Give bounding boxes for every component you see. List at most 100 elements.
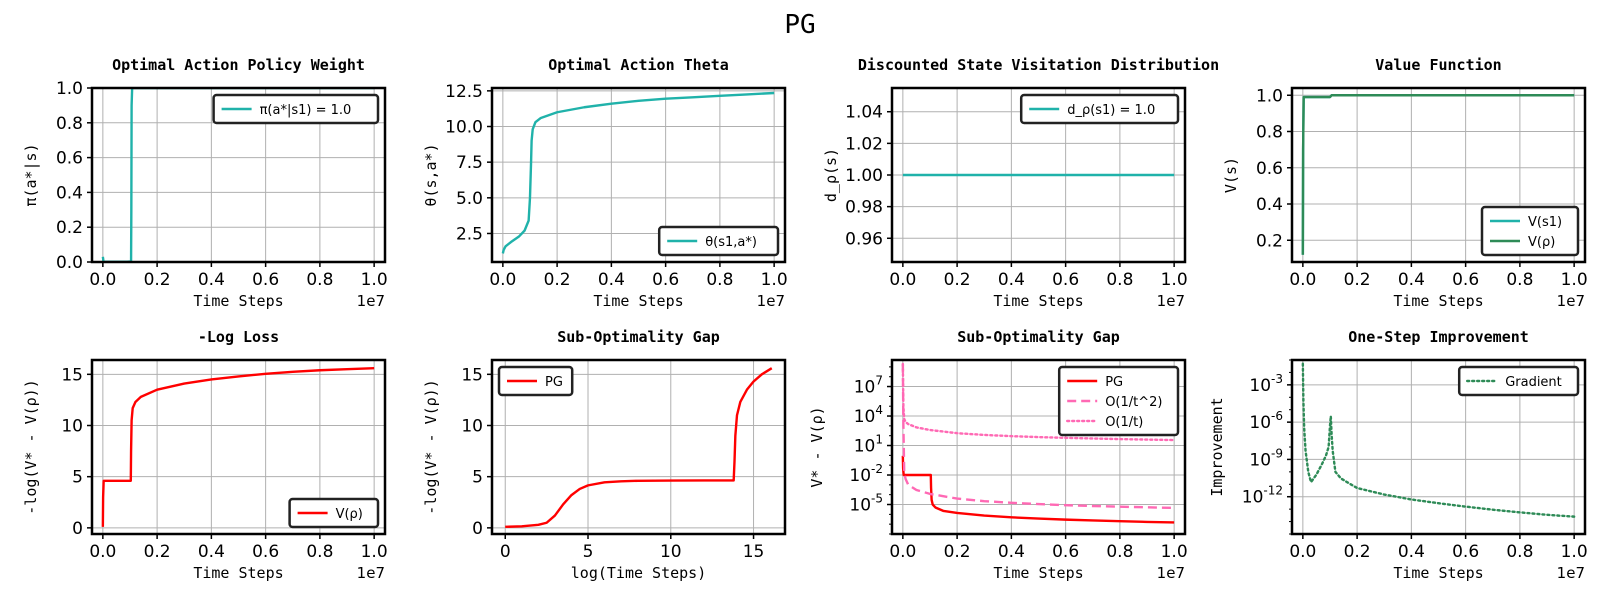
legend: θ(s1,a*) bbox=[657, 225, 780, 257]
legend-label: O(1/t) bbox=[1105, 415, 1143, 430]
series-group bbox=[1301, 94, 1575, 255]
subplot-title: One-Step Improvement bbox=[1348, 328, 1529, 346]
x-offset-label: 1e7 bbox=[1157, 564, 1185, 582]
y-tick-label: 0.8 bbox=[56, 114, 83, 134]
y-tick-label: 10-6 bbox=[1249, 409, 1283, 433]
x-tick-label: 0.0 bbox=[89, 270, 116, 290]
y-tick-label: 15 bbox=[61, 365, 83, 385]
x-offset-label: 1e7 bbox=[757, 292, 785, 310]
series-group bbox=[901, 362, 1176, 524]
legend: Gradient bbox=[1457, 365, 1580, 397]
series-line-2 bbox=[1301, 94, 1575, 255]
legend-label: PG bbox=[545, 375, 563, 390]
x-tick-label: 1.0 bbox=[761, 270, 788, 290]
series-group bbox=[505, 367, 773, 529]
y-tick-label: 10-5 bbox=[849, 492, 883, 516]
y-tick-label: 1.0 bbox=[1256, 86, 1283, 106]
subplot-title: -Log Loss bbox=[198, 328, 279, 346]
x-axis-label: Time Steps bbox=[1393, 564, 1483, 582]
y-tick-label: 1.00 bbox=[845, 166, 883, 186]
y-tick-label: 101 bbox=[854, 433, 883, 457]
legend-frame bbox=[212, 93, 380, 125]
x-tick-label: 0.0 bbox=[1289, 270, 1316, 290]
x-tick-label: 1.0 bbox=[361, 542, 388, 562]
legend: V(s1) V(ρ) bbox=[1480, 205, 1580, 257]
x-tick-label: 0.6 bbox=[1052, 270, 1079, 290]
legend-label: V(ρ) bbox=[1528, 235, 1555, 250]
legend: V(ρ) bbox=[288, 497, 380, 529]
x-tick-label: 0.6 bbox=[1452, 270, 1479, 290]
x-offset-label: 1e7 bbox=[357, 564, 385, 582]
x-tick-label: 0.8 bbox=[1106, 542, 1133, 562]
plot-frame bbox=[490, 358, 787, 536]
plot-frame bbox=[890, 358, 1187, 536]
x-tick-label: 0.4 bbox=[198, 542, 225, 562]
subplot-title: Sub-Optimality Gap bbox=[957, 328, 1120, 346]
legend-frame bbox=[288, 497, 380, 529]
x-tick-label: 1.0 bbox=[1561, 270, 1588, 290]
y-tick-label: 0.0 bbox=[56, 253, 83, 273]
series-line-1 bbox=[1301, 362, 1576, 518]
y-tick-label: 10.0 bbox=[445, 118, 483, 138]
x-tick-label: 0.0 bbox=[1289, 542, 1316, 562]
y-axis-label: -log(V* - V(ρ)) bbox=[422, 379, 440, 514]
y-axis-label: d_ρ(s) bbox=[822, 148, 840, 202]
x-tick-label: 10 bbox=[660, 542, 682, 562]
y-axis-label: V* - V(ρ) bbox=[808, 406, 826, 487]
y-axis-label: Improvement bbox=[1208, 397, 1226, 496]
y-tick-label: 0.6 bbox=[56, 149, 83, 169]
x-tick-label: 15 bbox=[743, 542, 765, 562]
y-tick-label: 1.04 bbox=[845, 103, 883, 123]
legend: π(a*|s1) = 1.0 bbox=[212, 93, 380, 125]
y-tick-label: 5 bbox=[72, 468, 83, 488]
x-tick-label: 1.0 bbox=[1161, 542, 1188, 562]
x-tick-label: 0.4 bbox=[1398, 542, 1425, 562]
subplot-4: Value Function 0.0 0.2 0.4 0.6 0.8 1.0 0.2 0.4 0.… bbox=[1222, 56, 1588, 310]
x-tick-label: 0.8 bbox=[1506, 270, 1533, 290]
series-line-1 bbox=[505, 367, 773, 529]
legend: PG O(1/t^2) O(1/t) bbox=[1057, 365, 1180, 437]
y-tick-label: 0.8 bbox=[1256, 123, 1283, 143]
x-offset-label: 1e7 bbox=[1157, 292, 1185, 310]
x-offset-label: 1e7 bbox=[357, 292, 385, 310]
y-axis-label: π(a*|s) bbox=[22, 143, 40, 206]
x-tick-label: 0.2 bbox=[544, 270, 571, 290]
x-tick-label: 0.6 bbox=[1452, 542, 1479, 562]
x-tick-label: 0.4 bbox=[598, 270, 625, 290]
subplot-title: Discounted State Visitation Distribution bbox=[858, 56, 1219, 74]
x-tick-label: 0.4 bbox=[198, 270, 225, 290]
plot-frame bbox=[90, 358, 387, 536]
y-tick-label: 0.98 bbox=[845, 198, 883, 218]
y-tick-label: 0.6 bbox=[1256, 159, 1283, 179]
y-tick-label: 107 bbox=[854, 374, 883, 398]
y-tick-label: 5.0 bbox=[456, 189, 483, 209]
subplot-title: Optimal Action Theta bbox=[548, 56, 729, 74]
x-offset-label: 1e7 bbox=[1557, 564, 1585, 582]
legend-label: O(1/t^2) bbox=[1105, 395, 1162, 410]
legend-label: PG bbox=[1105, 375, 1123, 390]
x-tick-label: 1.0 bbox=[1561, 542, 1588, 562]
x-tick-label: 1.0 bbox=[361, 270, 388, 290]
x-tick-label: 0.6 bbox=[652, 270, 679, 290]
x-tick-label: 0.6 bbox=[1052, 542, 1079, 562]
x-axis-label: Time Steps bbox=[193, 292, 283, 310]
y-axis-label: -log(V* - V(ρ)) bbox=[22, 379, 40, 514]
y-tick-label: 5 bbox=[472, 468, 483, 488]
subplot-title: Sub-Optimality Gap bbox=[557, 328, 720, 346]
subplot-2: Optimal Action Theta 0.0 0.2 0.4 0.6 0.8 1.0 2.… bbox=[422, 56, 788, 310]
x-tick-label: 0.4 bbox=[998, 542, 1025, 562]
y-tick-label: 2.5 bbox=[456, 224, 483, 244]
x-tick-label: 0.2 bbox=[144, 270, 171, 290]
x-axis-label: log(Time Steps) bbox=[571, 564, 706, 582]
y-tick-label: 0 bbox=[472, 519, 483, 539]
x-offset-label: 1e7 bbox=[1557, 292, 1585, 310]
legend-label: V(ρ) bbox=[336, 507, 363, 522]
x-tick-label: 0.0 bbox=[489, 270, 516, 290]
legend-frame bbox=[1457, 365, 1580, 397]
y-tick-label: 1.02 bbox=[845, 134, 883, 154]
subplot-3: Discounted State Visitation Distribution… bbox=[822, 56, 1219, 310]
x-tick-label: 0.8 bbox=[706, 270, 733, 290]
x-axis-label: Time Steps bbox=[1393, 292, 1483, 310]
y-tick-label: 10 bbox=[61, 417, 83, 437]
